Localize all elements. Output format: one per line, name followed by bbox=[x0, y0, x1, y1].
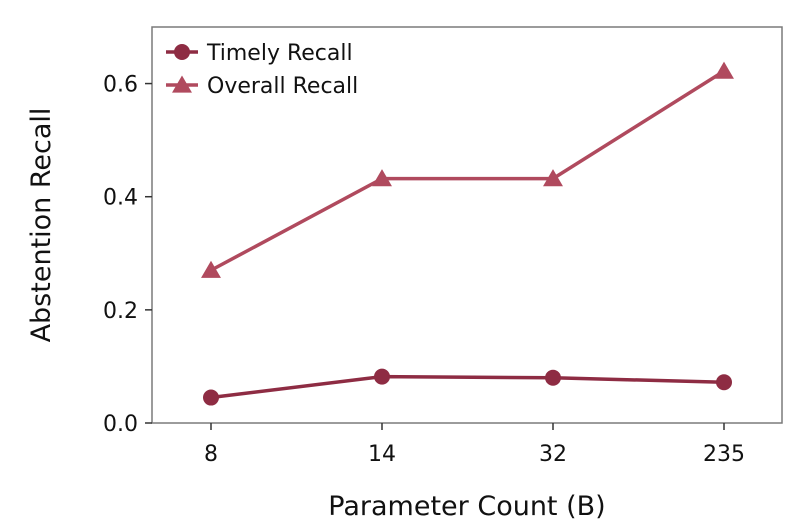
y-tick-label: 0.4 bbox=[103, 186, 138, 211]
legend-label: Timely Recall bbox=[206, 41, 353, 66]
y-tick-label: 0.6 bbox=[103, 73, 138, 98]
legend: Timely Recall Overall Recall bbox=[166, 41, 358, 99]
x-axis: 8 14 32 235 bbox=[204, 423, 745, 467]
data-point bbox=[372, 169, 392, 187]
data-point bbox=[543, 169, 563, 187]
data-point bbox=[201, 260, 221, 278]
data-point bbox=[374, 368, 390, 385]
plot-area bbox=[151, 26, 783, 424]
series-timely-recall bbox=[203, 368, 732, 406]
legend-marker bbox=[174, 44, 190, 60]
series-layer bbox=[201, 61, 734, 406]
y-axis: 0.0 0.2 0.4 0.6 bbox=[103, 73, 152, 437]
legend-entry: Timely Recall bbox=[166, 41, 353, 66]
x-tick-label: 8 bbox=[204, 442, 218, 467]
y-axis-title: Abstention Recall bbox=[26, 108, 57, 343]
data-point bbox=[714, 61, 734, 79]
x-tick-label: 235 bbox=[703, 442, 745, 467]
y-tick-label: 0.2 bbox=[103, 299, 138, 324]
series-overall-recall bbox=[201, 61, 734, 278]
y-tick-label: 0.0 bbox=[103, 412, 138, 437]
legend-entry: Overall Recall bbox=[166, 74, 358, 99]
x-tick-label: 14 bbox=[368, 442, 396, 467]
legend-label: Overall Recall bbox=[207, 74, 358, 99]
data-point bbox=[203, 389, 219, 406]
series-line bbox=[210, 69, 725, 272]
data-point bbox=[545, 369, 561, 386]
series-line bbox=[210, 374, 725, 400]
x-tick-label: 32 bbox=[539, 442, 567, 467]
legend-marker bbox=[172, 75, 192, 93]
x-axis-title: Parameter Count (B) bbox=[328, 491, 605, 522]
data-point bbox=[716, 374, 732, 391]
